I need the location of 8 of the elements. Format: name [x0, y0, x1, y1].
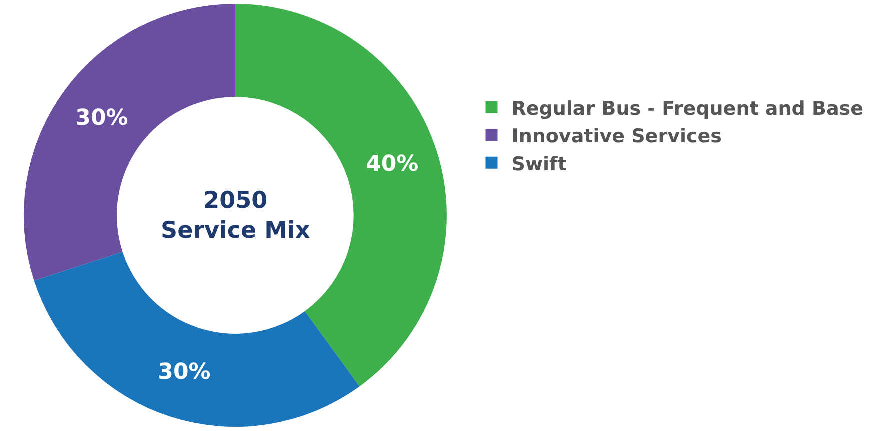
donut-slice: [34, 252, 360, 427]
legend-label: Innovative Services: [512, 126, 722, 148]
data-label: 30%: [76, 106, 128, 132]
data-label: 30%: [158, 360, 211, 385]
data-label: 40%: [366, 152, 419, 178]
text: 2050 Service Mix: [161, 188, 310, 244]
legend-label: Regular Bus - Frequent and Base: [512, 98, 864, 120]
legend-label: Swift: [512, 153, 567, 176]
